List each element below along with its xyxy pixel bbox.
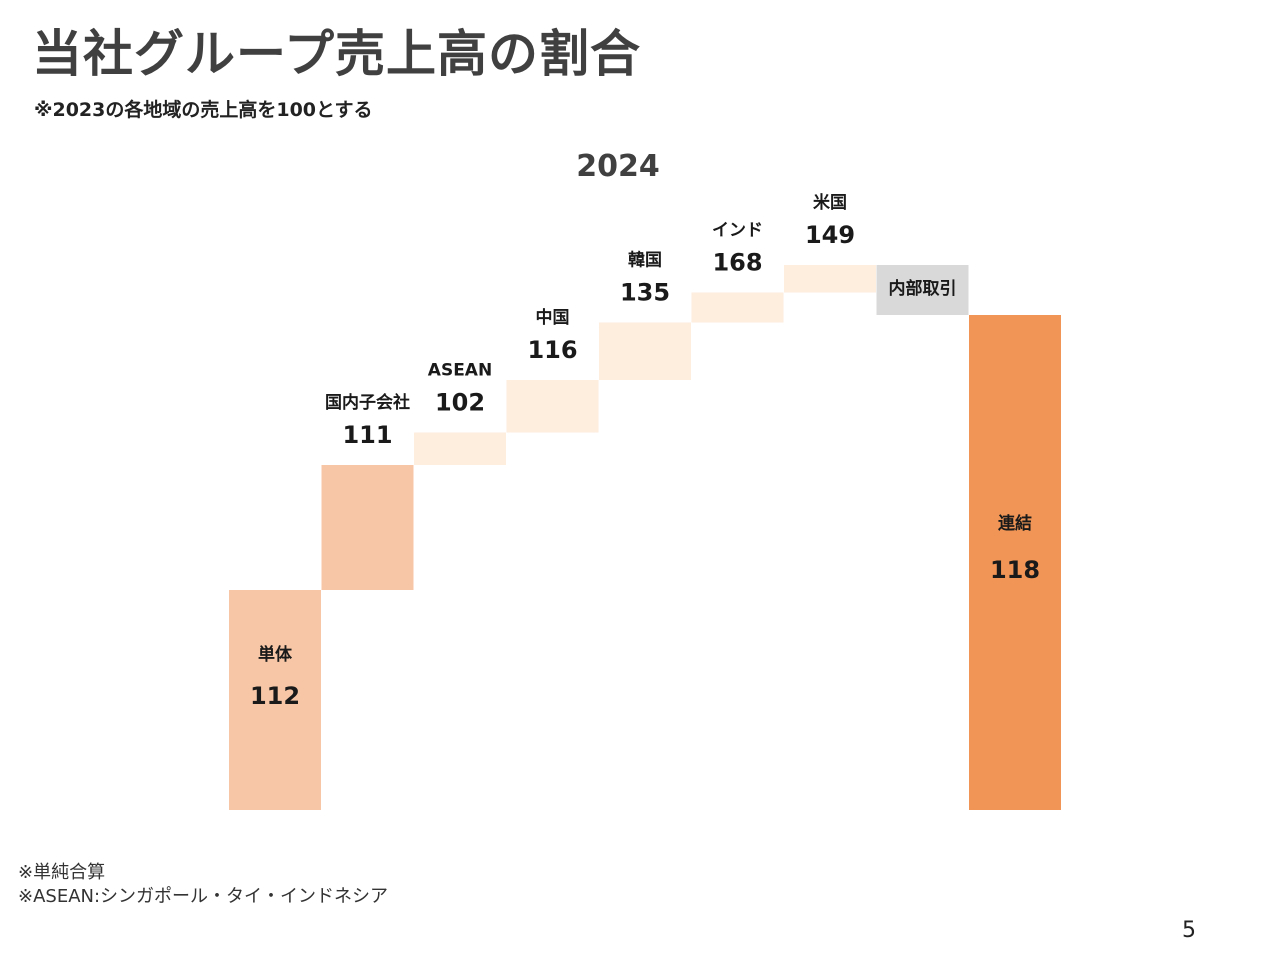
value-label-asean: 102 xyxy=(435,389,485,417)
category-label-tantai: 単体 xyxy=(258,644,293,665)
chart-title: 2024 xyxy=(576,149,660,184)
value-label-india: 168 xyxy=(712,249,762,277)
value-label-tantai: 112 xyxy=(250,682,300,710)
bars-layer xyxy=(229,265,1061,810)
bar-india xyxy=(691,292,784,323)
bar-korea xyxy=(599,322,691,380)
category-label-china: 中国 xyxy=(536,307,570,328)
labels-layer: 単体 112 国内子会社 111 ASEAN 102 中国 116 韓国 135 インド 168 米国 1… xyxy=(250,192,1040,710)
value-label-china: 116 xyxy=(527,336,577,364)
slide-subtitle: ※2023の各地域の売上高を100とする xyxy=(34,99,373,121)
footnote-asean-definition: ※ASEAN:シンガポール・タイ・インドネシア xyxy=(18,886,389,907)
bar-domestic-subsidiaries xyxy=(321,465,414,590)
slide-title: 当社グループ売上高の割合 xyxy=(32,25,641,83)
category-label-intercompany: 内部取引 xyxy=(889,278,957,299)
value-label-domestic-subsidiaries: 111 xyxy=(342,421,392,449)
footnote-simple-sum: ※単純合算 xyxy=(18,862,106,883)
category-label-asean: ASEAN xyxy=(428,361,492,381)
value-label-korea: 135 xyxy=(620,279,670,307)
bar-intercompany xyxy=(876,265,969,315)
category-label-consolidated: 連結 xyxy=(998,513,1032,534)
category-label-india: インド xyxy=(712,221,763,241)
category-label-domestic-subsidiaries: 国内子会社 xyxy=(325,392,410,413)
value-label-usa: 149 xyxy=(805,221,855,249)
bar-usa xyxy=(784,265,876,293)
bar-consolidated xyxy=(969,315,1061,810)
bar-asean xyxy=(414,432,506,465)
bar-tantai xyxy=(229,590,321,810)
page-number: 5 xyxy=(1182,918,1196,943)
category-label-korea: 韓国 xyxy=(628,250,662,271)
value-label-consolidated: 118 xyxy=(990,556,1040,584)
bar-china xyxy=(506,380,599,433)
category-label-usa: 米国 xyxy=(813,192,847,213)
